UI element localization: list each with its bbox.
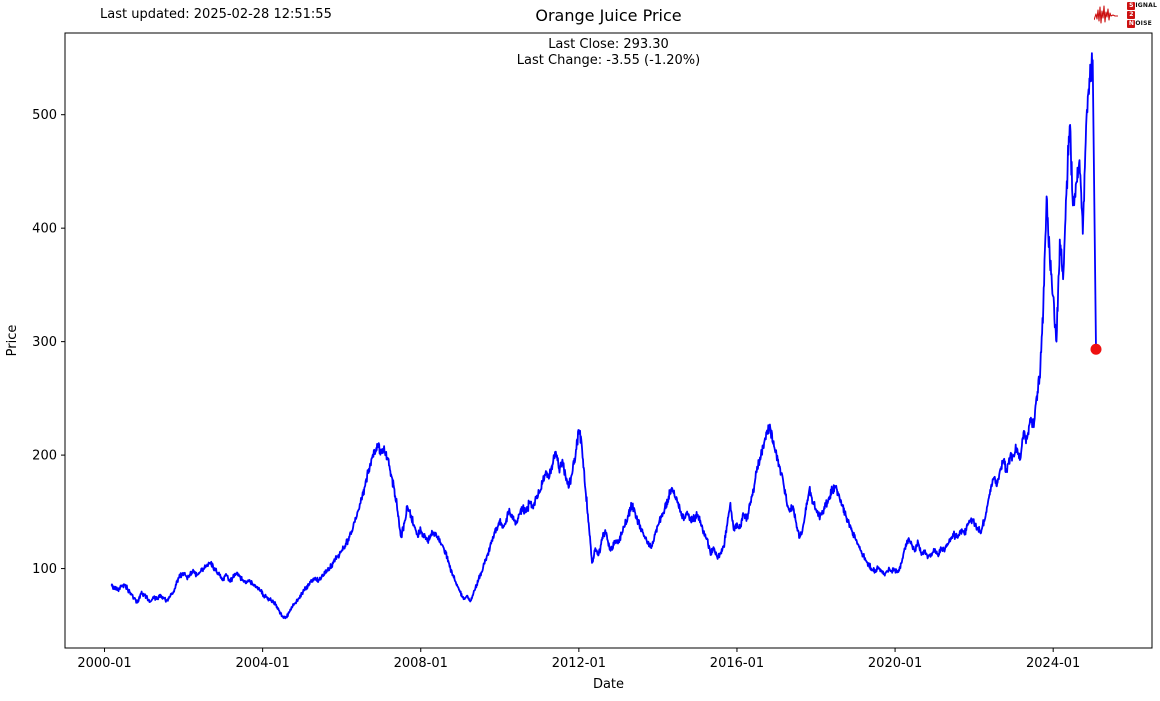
logo: S IGNAL 2 N OISE	[1094, 2, 1157, 28]
waveform-icon	[1094, 5, 1119, 24]
plot-border	[64, 32, 1153, 649]
logo-letter-n: N	[1127, 20, 1136, 28]
logo-letter-2: 2	[1127, 11, 1136, 19]
x-axis-label: Date	[593, 677, 624, 692]
last-price-marker	[1090, 343, 1102, 355]
logo-text: S IGNAL 2 N OISE	[1127, 2, 1157, 28]
y-tick-label: 400	[32, 222, 57, 237]
logo-letter-s: S	[1127, 2, 1136, 10]
logo-row-noise: N OISE	[1127, 20, 1152, 28]
last-close-text: Last Close: 293.30	[548, 37, 669, 52]
x-tick-label: 2004-01	[235, 656, 289, 671]
logo-row-2: 2	[1127, 11, 1157, 19]
last-updated-text: Last updated: 2025-02-28 12:51:55	[100, 7, 332, 22]
y-tick-label: 300	[32, 335, 57, 350]
y-tick-label: 100	[32, 562, 57, 577]
x-tick-label: 2000-01	[77, 656, 131, 671]
x-tick-label: 2020-01	[868, 656, 922, 671]
y-tick-label: 500	[32, 108, 57, 123]
x-tick-label: 2016-01	[710, 656, 764, 671]
y-tick-label: 200	[32, 449, 57, 464]
logo-row-signal: S IGNAL	[1127, 2, 1157, 10]
x-tick-label: 2012-01	[552, 656, 606, 671]
chart-title: Orange Juice Price	[535, 6, 682, 25]
last-change-text: Last Change: -3.55 (-1.20%)	[516, 53, 701, 68]
x-tick-label: 2008-01	[394, 656, 448, 671]
x-tick-label: 2024-01	[1026, 656, 1080, 671]
price-line	[110, 52, 1097, 620]
y-axis-label: Price	[5, 325, 20, 357]
